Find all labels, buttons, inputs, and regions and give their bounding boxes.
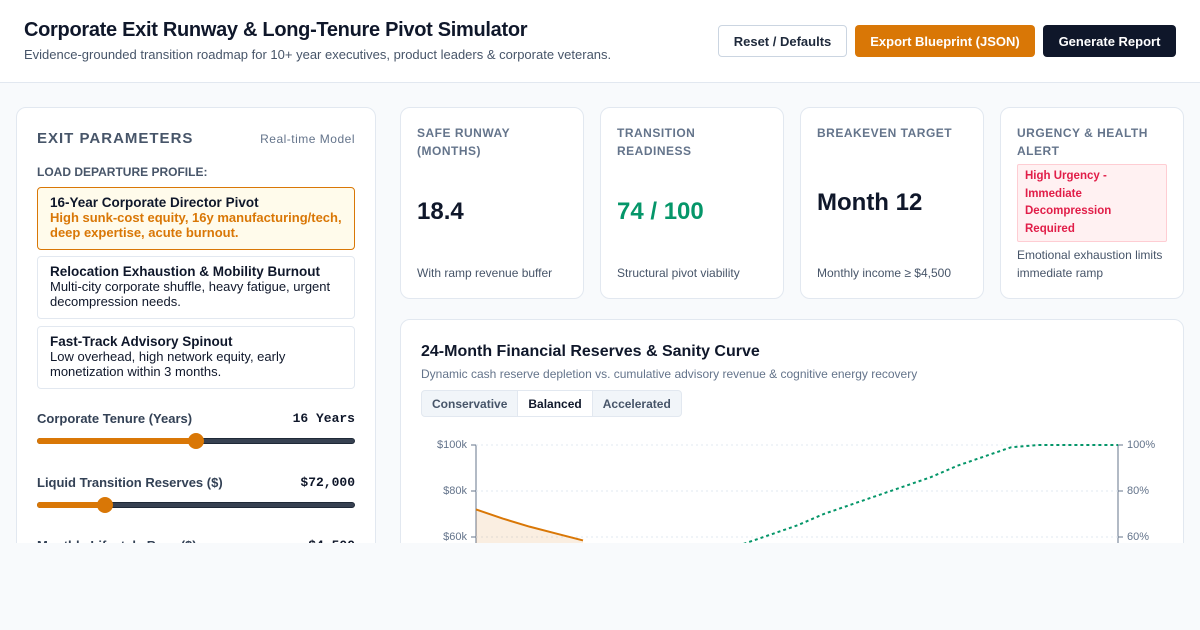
profile-label: LOAD DEPARTURE PROFILE: [37,165,208,179]
viewport: Corporate Exit Runway & Long-Tenure Pivo… [0,0,1200,543]
slider-fill [37,438,196,444]
metric-value: 18.4 [417,198,464,225]
slider-label: Corporate Tenure (Years) [37,411,193,426]
scenario-tab[interactable]: Accelerated [602,396,671,411]
profile-card[interactable]: 16-Year Corporate Director Pivot High sun… [37,187,355,250]
chart: $100k $80k $60k 100% 80% 60% [437,439,1155,543]
slider-value: 16 Years [292,411,355,426]
report-button[interactable]: Generate Report [1043,25,1176,57]
metric-note: Emotional exhaustion limits immediate ra… [1017,248,1163,280]
scenario-tab[interactable]: Balanced [517,391,593,416]
metric-label: BREAKEVEN TARGET [817,126,953,140]
profile-title: 16-Year Corporate Director Pivot [50,195,259,210]
profile-title: Fast-Track Advisory Spinout [50,334,233,349]
chart-card: 24-Month Financial Reserves & Sanity Cur… [400,319,1184,543]
metric-label: TRANSITION READINESS [617,126,696,158]
y-tick-label: $80k [443,485,467,497]
profile-title: Relocation Exhaustion & Mobility Burnout [50,264,320,279]
slider-label: Liquid Transition Reserves ($) [37,475,223,490]
chart-title: 24-Month Financial Reserves & Sanity Cur… [421,343,760,360]
header: Corporate Exit Runway & Long-Tenure Pivo… [0,0,1200,83]
panel-title: EXIT PARAMETERS [37,130,194,147]
parameters-panel [16,107,376,543]
badge-wrap: High Urgency - Immediate Decompression R… [1017,160,1167,246]
metric-label: URGENCY & HEALTH ALERT [1017,126,1148,158]
scenario-tab[interactable]: Conservative [432,396,508,411]
profile-description: Multi-city corporate shuffle, heavy fati… [50,279,331,309]
y-tick-label: $60k [443,531,467,543]
slider-fill [37,502,105,508]
y2-tick-label: 80% [1127,485,1149,497]
metric-note: With ramp revenue buffer [417,266,553,280]
subtitle: Evidence-grounded transition roadmap for… [24,47,612,62]
slider-value: $72,000 [300,475,355,490]
metric-value: 74 / 100 [617,198,704,225]
export-button[interactable]: Export Blueprint (JSON) [855,25,1035,57]
urgency-badge: High Urgency - Immediate Decompression R… [1017,164,1167,242]
slider-thumb[interactable] [188,433,204,449]
reserve-line [475,508,584,542]
y2-tick-label: 60% [1127,531,1149,543]
metric-card: BREAKEVEN TARGET Month 12 Monthly income ≥… [800,107,984,299]
slider-value: $4,500 [230,538,355,543]
profile-card[interactable]: Relocation Exhaustion & Mobility Burnout… [37,256,355,319]
metric-value: Month 12 [817,189,923,216]
scenario-tabs: Conservative Balanced Accelerated [421,390,682,417]
profile-description: High sunk-cost equity, 16y manufacturing… [50,210,342,240]
metric-card: SAFE RUNWAY (MONTHS) 18.4 With ramp revenu… [400,107,584,299]
slider-label: Monthly Lifestyle Burn ($) [37,538,197,543]
profile-card[interactable]: Fast-Track Advisory Spinout Low overhead,… [37,326,355,389]
mode: Real-time Model [260,132,355,146]
reset-button[interactable]: Reset / Defaults [718,25,847,57]
chart-subtitle: Dynamic cash reserve depletion vs. cumul… [421,367,918,381]
slider-thumb[interactable] [97,497,113,513]
metric-note: Monthly income ≥ $4,500 [817,266,951,280]
metric-card: TRANSITION READINESS 74 / 100 Structural p… [600,107,784,299]
y-tick-label: $100k [437,439,467,451]
sanity-line [743,444,1118,543]
metric-note: Structural pivot viability [617,266,740,280]
metric-label: SAFE RUNWAY (MONTHS) [417,126,510,158]
metric-card: URGENCY & HEALTH ALERT High Urgency - Imm… [1000,107,1184,299]
profile-description: Low overhead, high network equity, early… [50,349,286,379]
title: Corporate Exit Runway & Long-Tenure Pivo… [24,19,528,41]
y2-tick-label: 100% [1127,439,1155,451]
reserve-area [476,509,583,543]
